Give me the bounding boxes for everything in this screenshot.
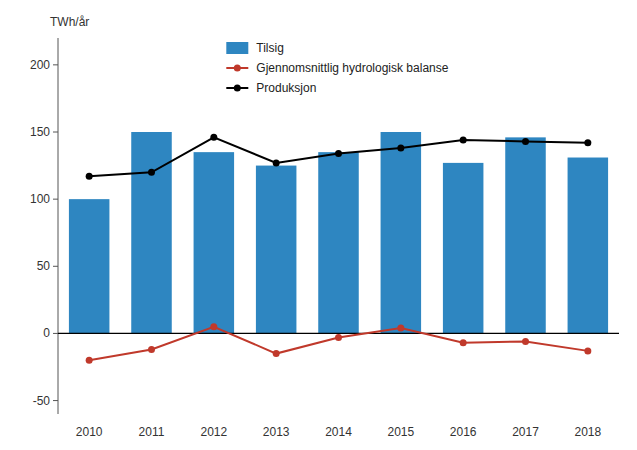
chart-svg: -50 0 50 100 150 200 TWh/år 2010 2011 2012 2013 201… [0,0,637,450]
line-point [335,150,342,157]
line [89,327,588,361]
line-point [460,339,467,346]
line-point [148,346,155,353]
legend-swatch [226,42,248,54]
bar [69,199,110,333]
line-point [584,139,591,146]
bar [131,132,172,333]
chart-container: -50 0 50 100 150 200 TWh/år 2010 2011 2012 2013 201… [0,0,637,450]
bar [256,166,297,334]
y-tick-label: 0 [43,326,50,340]
line-point [584,347,591,354]
y-tick [53,333,58,334]
y-tick-label: 50 [37,259,51,273]
y-axis-line [58,38,59,414]
y-tick [53,266,58,267]
legend: Tilsig Gjennomsnittlig hydrologisk balans… [226,41,448,95]
legend-label: Produksjon [256,81,316,95]
legend-marker [234,65,241,72]
line-point [273,350,280,357]
line-point [210,134,217,141]
zero-line [58,333,619,334]
line-point [148,169,155,176]
line-point [273,159,280,166]
bar [318,152,359,333]
x-tick-label: 2018 [574,425,601,439]
x-tick-label: 2010 [76,425,103,439]
y-tick-label: 150 [30,125,50,139]
y-tick-label: -50 [33,394,51,408]
x-tick-label: 2011 [139,425,165,439]
x-tick-label: 2013 [263,425,290,439]
line-point [522,338,529,345]
legend-label: Gjennomsnittlig hydrologisk balanse [256,61,448,75]
y-tick-label: 100 [30,192,50,206]
line-point [86,173,93,180]
legend-marker [234,85,241,92]
line-point [460,137,467,144]
y-tick [53,64,58,65]
x-tick-label: 2017 [512,425,539,439]
x-tick-label: 2012 [200,425,227,439]
line-point [335,334,342,341]
bar [443,163,484,334]
bar [568,158,609,334]
line-point [397,145,404,152]
y-axis-label: TWh/år [50,15,89,29]
line-point [210,323,217,330]
y-tick [53,132,58,133]
y-tick-label: 200 [30,58,50,72]
line-point [522,138,529,145]
y-tick [53,199,58,200]
y-tick [53,400,58,401]
line-point [397,325,404,332]
legend-label: Tilsig [256,41,284,55]
bar [505,137,546,333]
bar [194,152,235,333]
plot-marks [69,132,608,333]
x-tick-label: 2016 [450,425,477,439]
line [89,137,588,176]
x-tick-label: 2014 [325,425,352,439]
x-tick-label: 2015 [387,425,414,439]
line-point [86,357,93,364]
plot-lines [86,134,592,364]
bar [381,132,422,333]
